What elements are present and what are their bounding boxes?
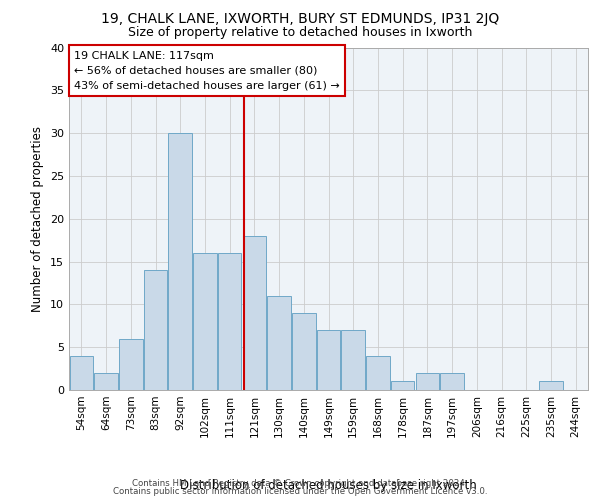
- Bar: [218, 253, 241, 390]
- Text: Size of property relative to detached houses in Ixworth: Size of property relative to detached ho…: [128, 26, 472, 39]
- Bar: [268, 296, 291, 390]
- Bar: [391, 382, 415, 390]
- Bar: [292, 313, 316, 390]
- Bar: [440, 373, 464, 390]
- Bar: [144, 270, 167, 390]
- Y-axis label: Number of detached properties: Number of detached properties: [31, 126, 44, 312]
- Text: Contains public sector information licensed under the Open Government Licence v3: Contains public sector information licen…: [113, 487, 487, 496]
- Bar: [341, 330, 365, 390]
- Text: 19, CHALK LANE, IXWORTH, BURY ST EDMUNDS, IP31 2JQ: 19, CHALK LANE, IXWORTH, BURY ST EDMUNDS…: [101, 12, 499, 26]
- Bar: [366, 356, 389, 390]
- Bar: [416, 373, 439, 390]
- Bar: [242, 236, 266, 390]
- Bar: [317, 330, 340, 390]
- Text: Contains HM Land Registry data © Crown copyright and database right 2024.: Contains HM Land Registry data © Crown c…: [132, 478, 468, 488]
- X-axis label: Distribution of detached houses by size in Ixworth: Distribution of detached houses by size …: [180, 478, 477, 492]
- Bar: [94, 373, 118, 390]
- Bar: [193, 253, 217, 390]
- Bar: [70, 356, 93, 390]
- Bar: [539, 382, 563, 390]
- Bar: [169, 133, 192, 390]
- Bar: [119, 338, 143, 390]
- Text: 19 CHALK LANE: 117sqm
← 56% of detached houses are smaller (80)
43% of semi-deta: 19 CHALK LANE: 117sqm ← 56% of detached …: [74, 51, 340, 90]
